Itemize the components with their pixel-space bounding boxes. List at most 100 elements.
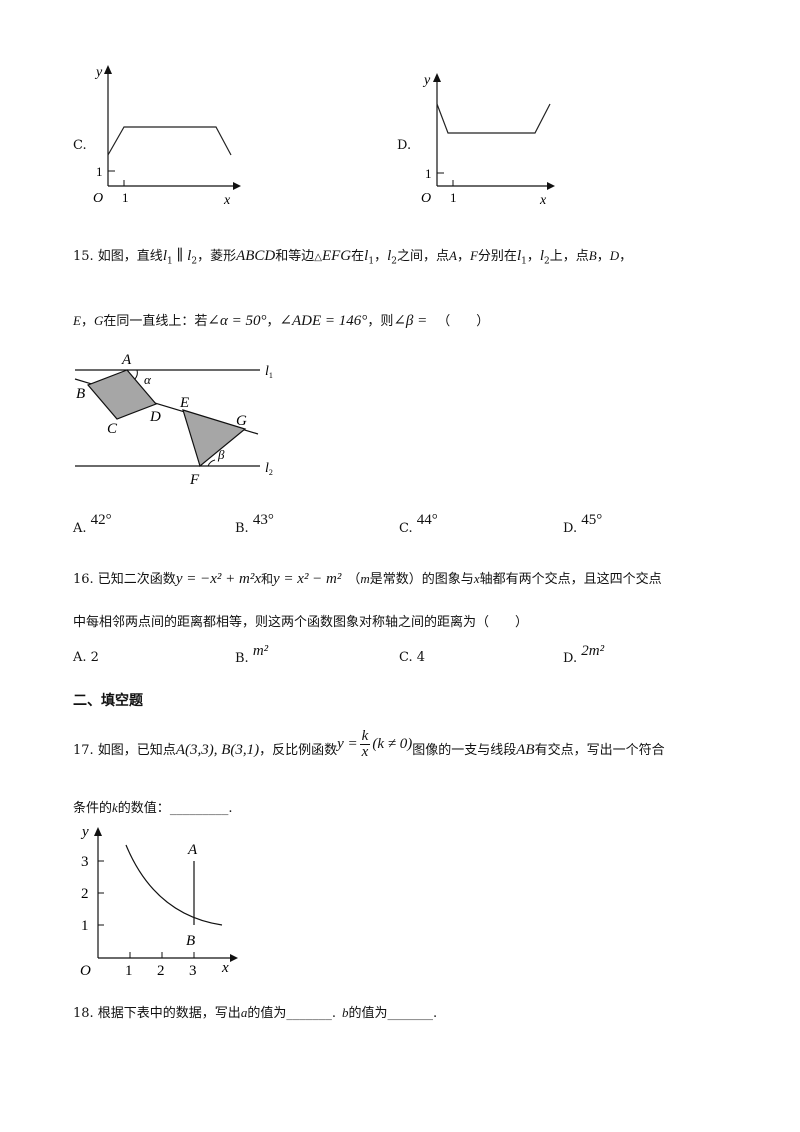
q15-l1: l bbox=[162, 248, 167, 264]
q18-blank-a[interactable]: _______ bbox=[286, 1006, 332, 1021]
q15-text-7: 分别在 bbox=[477, 249, 517, 264]
q15-text-3: 在 bbox=[351, 249, 365, 264]
q15-fig-d: D bbox=[149, 409, 161, 425]
q15-option-a[interactable]: A. 42° bbox=[73, 512, 112, 536]
q15-fig-g: G bbox=[236, 413, 247, 429]
option-c-graph: y 1 O 1 x bbox=[93, 65, 241, 208]
q15-line1: 15. 如图，直线l1 ∥ l2，菱形ABCD和等边△EFG在l1，l2之间，点… bbox=[73, 245, 632, 267]
q15-option-b[interactable]: B. 43° bbox=[235, 512, 274, 536]
q18-line: 18. 根据下表中的数据，写出a的值为_______. b的值为_______. bbox=[73, 1002, 437, 1021]
q16-option-d-value: 2m² bbox=[581, 643, 605, 659]
q16-option-d[interactable]: D. 2m² bbox=[563, 643, 605, 666]
q16-x: x bbox=[473, 571, 480, 586]
q16-option-c-label: C. bbox=[399, 650, 413, 665]
q16-line2: 中每相邻两点间的距离都相等，则这两个函数图象对称轴之间的距离为（ ） bbox=[73, 615, 529, 630]
q15-option-d[interactable]: D. 45° bbox=[563, 512, 602, 536]
q16-number: 16. 已知二次函数 bbox=[73, 572, 176, 587]
q15-fig-c: C bbox=[107, 421, 118, 437]
q17-end: . bbox=[228, 801, 233, 816]
q17-fig-y: y bbox=[80, 824, 89, 840]
q15-number: 15. 如图，直线 bbox=[73, 249, 163, 264]
q15-l2-sub: 2 bbox=[191, 256, 198, 267]
graph-c-origin: O bbox=[93, 191, 103, 206]
q15-l1-c: l bbox=[516, 248, 522, 264]
q15-text-5: 之间，点 bbox=[396, 249, 449, 264]
q15-option-c-label: C. bbox=[399, 521, 413, 536]
q16-option-c-value: 4 bbox=[416, 650, 426, 665]
q15-text-8: ， bbox=[526, 249, 540, 264]
q17-fig-yt-3: 3 bbox=[81, 854, 89, 870]
q16-func-1: y = −x² + m²x bbox=[175, 571, 261, 587]
q15-line2-text-4: ，则 bbox=[367, 314, 394, 329]
q17-line2-text-a: 条件的 bbox=[73, 801, 113, 816]
q16-option-b[interactable]: B. m² bbox=[235, 643, 268, 666]
q15-fig-b: B bbox=[76, 386, 85, 402]
q18-text-4: . bbox=[432, 1006, 438, 1021]
q15-option-b-value: 43° bbox=[252, 512, 274, 528]
q17-figure: y 3 2 1 O 1 2 3 x A B bbox=[80, 824, 238, 979]
graph-c-one-y: 1 bbox=[96, 164, 103, 179]
q15-l1-b-sub: 1 bbox=[368, 256, 375, 267]
q17-k: k bbox=[112, 800, 118, 815]
q15-point-b: B bbox=[588, 248, 597, 263]
q15-figure: A α B C D E G β F l1 l2 bbox=[74, 352, 273, 488]
q15-l2-b-sub: 2 bbox=[391, 256, 397, 267]
q16-option-a-label: A. bbox=[73, 650, 87, 665]
q17-line1: 17. 如图，已知点A(3,3), B(3,1)，反比例函数y = k x (k ≠ … bbox=[73, 729, 665, 766]
q17-answer-blank[interactable]: _________ bbox=[169, 801, 229, 816]
q15-text-2: 和等边 bbox=[275, 249, 315, 264]
q17-line2: 条件的k的数值：_________. bbox=[73, 797, 232, 816]
q15-fig-l2: l2 bbox=[265, 461, 273, 477]
q16-func-2: y = x² − m² bbox=[273, 571, 342, 587]
q17-fig-a: A bbox=[187, 842, 198, 858]
q16-option-a[interactable]: A. 2 bbox=[73, 650, 99, 665]
q15-alpha-eq: ∠α = 50° bbox=[207, 313, 267, 329]
q15-line2-text-1: ， bbox=[80, 314, 94, 329]
q15-point-g: G bbox=[93, 313, 104, 328]
q15-text-4: ， bbox=[374, 249, 388, 264]
q15-fig-l1-letter: l bbox=[265, 364, 269, 379]
q16-and: 和 bbox=[260, 572, 273, 586]
graph-d-origin: O bbox=[421, 191, 431, 206]
q15-point-d: D bbox=[609, 248, 620, 263]
q15-text-9: 上，点 bbox=[549, 249, 589, 264]
q15-option-a-label: A. bbox=[73, 521, 87, 536]
q17-fig-yt-1: 1 bbox=[81, 918, 89, 934]
q15-fig-f: F bbox=[189, 472, 200, 488]
q15-l2-c: l bbox=[539, 248, 545, 264]
graph-c-x-label: x bbox=[223, 193, 231, 208]
q17-fig-b: B bbox=[186, 933, 195, 949]
q16-text-3: 轴都有两个交点，且这四个交点 bbox=[479, 572, 662, 587]
q16-text-2: 是常数）的图象与 bbox=[369, 572, 474, 587]
graph-c-one-x: 1 bbox=[122, 190, 129, 205]
q15-l2: l bbox=[187, 248, 192, 264]
q17-text-1: ，反比例函数 bbox=[259, 743, 338, 758]
q17-fig-xt-1: 1 bbox=[125, 963, 133, 979]
q18-b: b bbox=[341, 1005, 349, 1020]
q16-option-d-label: D. bbox=[563, 651, 578, 666]
q17-number: 17. 如图，已知点 bbox=[73, 743, 176, 758]
q17-func-y: y = bbox=[337, 735, 358, 752]
q17-fig-origin: O bbox=[80, 963, 91, 979]
q18-text-3: 的值为 bbox=[348, 1006, 388, 1021]
q15-point-e: E bbox=[73, 313, 81, 328]
graph-d-one-x: 1 bbox=[450, 190, 457, 205]
q15-option-b-label: B. bbox=[235, 521, 249, 536]
graph-d-y-label: y bbox=[422, 73, 431, 88]
graph-d-x-label: x bbox=[539, 193, 547, 208]
q15-option-c[interactable]: C. 44° bbox=[399, 512, 438, 536]
option-d-graph: y 1 O 1 x bbox=[421, 73, 555, 208]
q15-l1-c-sub: 1 bbox=[521, 256, 527, 267]
q15-paren: （ ） bbox=[437, 314, 490, 329]
q16-option-c[interactable]: C. 4 bbox=[399, 650, 425, 665]
q17-text-3: 有交点，写出一个符合 bbox=[534, 743, 665, 758]
q15-option-d-label: D. bbox=[563, 521, 578, 536]
q15-point-a: A bbox=[449, 248, 457, 263]
q15-fig-beta: β bbox=[217, 447, 225, 462]
q15-fig-l1: l1 bbox=[265, 364, 273, 380]
q15-ade-eq: ∠ADE = 146° bbox=[279, 313, 368, 329]
q15-text-10: ， bbox=[596, 249, 610, 264]
q17-fig-x: x bbox=[221, 960, 229, 976]
q18-blank-b[interactable]: _______ bbox=[387, 1006, 433, 1021]
